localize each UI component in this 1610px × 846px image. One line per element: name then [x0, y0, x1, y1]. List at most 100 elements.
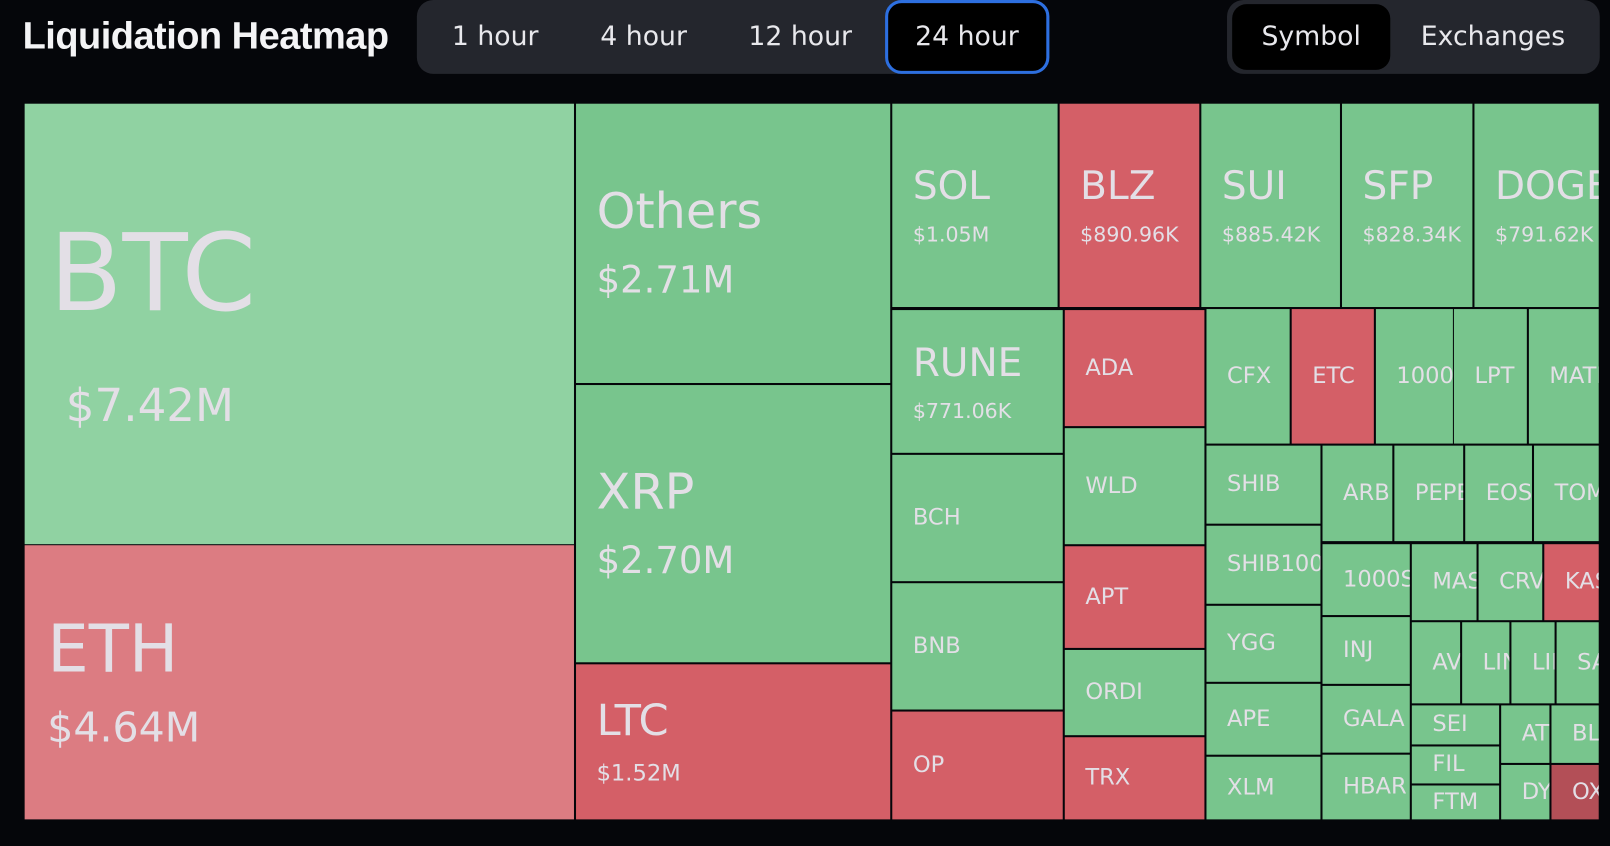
- tile-symbol: FIL: [1432, 751, 1465, 778]
- tile-symbol: KAS: [1564, 568, 1599, 595]
- tile-value: $771.06K: [912, 397, 1012, 423]
- tile-blz[interactable]: BLZ $890.96K: [1059, 103, 1200, 308]
- tile-hbar[interactable]: HBAR: [1322, 754, 1410, 820]
- tile-value: $2.70M: [596, 540, 735, 583]
- tile-eos[interactable]: EOS: [1465, 445, 1532, 542]
- tile-sei[interactable]: SEI: [1411, 705, 1500, 745]
- tab-24-hour[interactable]: 24 hour: [884, 0, 1050, 74]
- tab-symbol[interactable]: Symbol: [1232, 4, 1391, 70]
- tile-inj[interactable]: INJ: [1322, 617, 1410, 684]
- tile-lina[interactable]: LINA: [1511, 622, 1555, 704]
- tile-arb[interactable]: ARB: [1322, 445, 1393, 542]
- tile-atom[interactable]: ATOM: [1501, 705, 1550, 763]
- tile-symbol: WLD: [1085, 472, 1138, 499]
- tile-ada[interactable]: ADA: [1064, 310, 1205, 427]
- tile-symbol: DYDX: [1521, 778, 1550, 805]
- tile-ape[interactable]: APE: [1206, 683, 1321, 755]
- tile-shib1000[interactable]: SHIB1000: [1206, 525, 1321, 604]
- tile-bnb[interactable]: BNB: [892, 583, 1063, 710]
- tile-ftm[interactable]: FTM: [1411, 785, 1500, 820]
- tile-doge[interactable]: DOGE $791.62K: [1474, 103, 1599, 308]
- tile-shib[interactable]: SHIB: [1206, 445, 1321, 524]
- tile-lpt[interactable]: LPT: [1453, 309, 1527, 444]
- tile-symbol: TOMO: [1554, 480, 1599, 506]
- tile-xrp[interactable]: XRP $2.70M: [576, 385, 891, 663]
- tile-symbol: APE: [1227, 705, 1271, 732]
- tile-apt[interactable]: APT: [1064, 546, 1205, 648]
- tile-symbol: SAND: [1577, 649, 1599, 676]
- tile-value: $791.62K: [1495, 221, 1594, 247]
- tile-link[interactable]: LINK: [1462, 622, 1510, 704]
- tile-ordi[interactable]: ORDI: [1064, 649, 1205, 736]
- tile-matic[interactable]: MATIC: [1528, 309, 1599, 444]
- tile-symbol: LTC: [596, 694, 669, 745]
- tile-crv[interactable]: CRV: [1478, 544, 1543, 621]
- tile-symbol: SFP: [1362, 163, 1434, 209]
- tile-avax[interactable]: AVAX: [1411, 622, 1461, 704]
- tile-kas[interactable]: KAS: [1544, 544, 1599, 621]
- tile-trx[interactable]: TRX: [1064, 737, 1205, 820]
- tile-value: $1.05M: [912, 221, 990, 247]
- tile-symbol: SOL: [912, 163, 991, 209]
- tile-symbol: ADA: [1085, 354, 1134, 381]
- view-tabs: Symbol Exchanges: [1227, 0, 1600, 74]
- tab-exchanges[interactable]: Exchanges: [1420, 21, 1566, 53]
- tile-symbol: APT: [1085, 583, 1129, 610]
- tile-ygg[interactable]: YGG: [1206, 605, 1321, 682]
- tile-symbol: ORDI: [1085, 679, 1143, 705]
- tile-gala[interactable]: GALA: [1322, 685, 1410, 753]
- tile-value: $1.52M: [596, 760, 681, 787]
- tab-1-hour[interactable]: 1 hour: [451, 21, 539, 53]
- tile-ltc[interactable]: LTC $1.52M: [576, 664, 891, 820]
- tile-value: $885.42K: [1221, 221, 1321, 247]
- tile-symbol: OP: [912, 752, 945, 778]
- tile-sui[interactable]: SUI $885.42K: [1201, 103, 1340, 308]
- tile-eth[interactable]: ETH $4.64M: [24, 545, 574, 820]
- tile-symbol: 1000PEPE: [1396, 362, 1453, 389]
- tile-wld[interactable]: WLD: [1064, 428, 1205, 545]
- tile-sol[interactable]: SOL $1.05M: [892, 103, 1058, 308]
- tile-symbol: INJ: [1343, 637, 1374, 663]
- tile-sfp[interactable]: SFP $828.34K: [1342, 103, 1473, 308]
- tab-4-hour[interactable]: 4 hour: [600, 21, 687, 53]
- tile-sand[interactable]: SAND: [1556, 622, 1599, 704]
- tile-symbol: RUNE: [912, 339, 1023, 385]
- tile-others[interactable]: Others $2.71M: [576, 103, 891, 383]
- tile-symbol: BLUR: [1572, 720, 1599, 747]
- tile-etc[interactable]: ETC: [1291, 309, 1374, 444]
- tile-btc[interactable]: BTC $7.42M: [24, 103, 574, 545]
- tile-bch[interactable]: BCH: [892, 454, 1063, 582]
- tile-symbol: LPT: [1474, 362, 1515, 389]
- tile-value: $4.64M: [47, 703, 201, 752]
- tile-1000sats[interactable]: 1000SATS: [1322, 544, 1410, 616]
- tile-value: $828.34K: [1362, 221, 1461, 247]
- tile-cfx[interactable]: CFX: [1206, 309, 1290, 444]
- tile-value: $7.42M: [65, 379, 235, 432]
- tile-symbol: SHIB1000: [1227, 551, 1320, 578]
- tile-symbol: SEI: [1432, 711, 1468, 738]
- tile-symbol: MASK: [1432, 568, 1476, 595]
- tile-symbol: 1000SATS: [1343, 566, 1410, 592]
- tile-value: $890.96K: [1080, 221, 1179, 247]
- tile-symbol: FTM: [1432, 789, 1479, 815]
- tile-value: $2.71M: [596, 259, 735, 302]
- tile-1000pepe[interactable]: 1000PEPE: [1375, 309, 1453, 444]
- tile-oxt[interactable]: OXT: [1551, 764, 1599, 820]
- tile-symbol: AVAX: [1432, 649, 1461, 676]
- tile-blur[interactable]: BLUR: [1551, 705, 1599, 763]
- tile-symbol: ETC: [1312, 362, 1355, 389]
- tile-symbol: LINA: [1531, 649, 1555, 676]
- tile-symbol: Others: [596, 182, 763, 241]
- tile-fil[interactable]: FIL: [1411, 746, 1500, 784]
- tile-symbol: GALA: [1343, 705, 1405, 732]
- tab-12-hour[interactable]: 12 hour: [748, 21, 853, 53]
- tile-op[interactable]: OP: [892, 711, 1063, 820]
- tile-rune[interactable]: RUNE $771.06K: [892, 310, 1063, 453]
- tile-dydx[interactable]: DYDX: [1501, 764, 1550, 820]
- tile-xlm[interactable]: XLM: [1206, 756, 1321, 820]
- tile-tomo[interactable]: TOMO: [1534, 445, 1599, 542]
- tile-mask[interactable]: MASK: [1411, 544, 1477, 621]
- tile-symbol: ETH: [47, 611, 179, 688]
- tile-symbol: SHIB: [1227, 471, 1281, 497]
